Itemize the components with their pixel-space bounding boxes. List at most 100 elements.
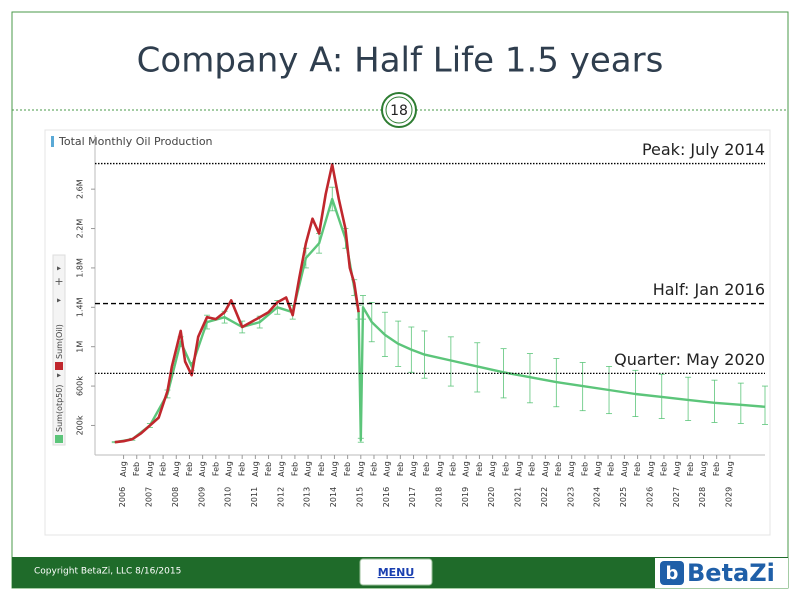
x-tick-label: Aug (409, 461, 418, 477)
legend-item: Sum(otp50) (55, 385, 64, 443)
x-tick-label: Aug (356, 461, 365, 477)
x-tick-label: Aug (172, 461, 181, 477)
y-tick-label: 200k (76, 415, 85, 435)
y-tick-label: 600k (76, 376, 85, 396)
x-year-label: 2010 (224, 487, 233, 507)
x-tick-label: Aug (462, 461, 471, 477)
x-tick-label: Aug (198, 461, 207, 477)
x-year-label: 2021 (514, 487, 523, 507)
legend-arrow[interactable]: ▸ (57, 296, 61, 305)
annotation-label: Peak: July 2014 (642, 140, 765, 159)
chart-title: Total Monthly Oil Production (58, 135, 213, 148)
x-tick-label: Aug (225, 461, 234, 477)
y-tick-label: 1.4M (76, 297, 85, 317)
x-tick-label: Feb (211, 462, 220, 476)
annotation-label: Quarter: May 2020 (614, 350, 765, 369)
x-tick-label: Feb (607, 462, 616, 476)
x-year-label: 2007 (145, 487, 154, 507)
legend-arrow[interactable]: ▸ (57, 371, 61, 380)
x-year-label: 2017 (408, 487, 417, 507)
x-tick-label: Feb (686, 462, 695, 476)
logo: BetaZi (687, 559, 775, 587)
x-tick-label: Feb (238, 462, 247, 476)
y-tick-label: 2.2M (76, 219, 85, 239)
x-tick-label: Feb (449, 462, 458, 476)
x-tick-label: Feb (317, 462, 326, 476)
x-tick-label: Aug (646, 461, 655, 477)
x-year-label: 2023 (566, 487, 575, 507)
x-tick-label: Feb (528, 462, 537, 476)
x-tick-label: Feb (290, 462, 299, 476)
x-tick-label: Aug (304, 461, 313, 477)
x-year-label: 2019 (461, 487, 470, 507)
legend-add[interactable]: + (54, 275, 63, 288)
series-line (114, 163, 360, 444)
x-tick-label: Aug (725, 461, 734, 477)
x-year-label: 2024 (593, 487, 602, 507)
x-tick-label: Aug (251, 461, 260, 477)
x-tick-label: Aug (673, 461, 682, 477)
x-tick-label: Feb (554, 462, 563, 476)
x-tick-label: Feb (475, 462, 484, 476)
x-year-label: 2008 (171, 487, 180, 507)
x-tick-label: Feb (659, 462, 668, 476)
x-tick-label: Feb (159, 462, 168, 476)
page-number-ring (385, 96, 413, 124)
legend-item: Sum(Oil) (55, 324, 64, 370)
legend-strip-bg (52, 254, 66, 446)
x-tick-label: Aug (620, 461, 629, 477)
x-year-label: 2014 (329, 487, 338, 507)
y-tick-label: 1M (76, 341, 85, 353)
legend-swatch (55, 362, 63, 370)
x-tick-label: Feb (343, 462, 352, 476)
x-tick-label: Feb (185, 462, 194, 476)
y-tick-label: 2.6M (76, 179, 85, 199)
x-year-label: 2020 (487, 487, 496, 507)
chart-title-marker (51, 136, 54, 147)
x-tick-label: Aug (541, 461, 550, 477)
menu-button[interactable]: MENU (378, 566, 415, 579)
logo-icon (660, 561, 684, 585)
x-year-label: 2012 (276, 487, 285, 507)
x-year-label: 2006 (118, 487, 127, 507)
x-tick-label: Aug (119, 461, 128, 477)
x-year-label: 2022 (540, 487, 549, 507)
x-tick-label: Aug (488, 461, 497, 477)
x-tick-label: Feb (132, 462, 141, 476)
x-year-label: 2025 (619, 487, 628, 507)
x-tick-label: Aug (330, 461, 339, 477)
x-tick-label: Aug (277, 461, 286, 477)
y-tick-label: 1.8M (76, 258, 85, 278)
series-line (114, 197, 766, 444)
legend-label: Sum(otp50) (55, 385, 64, 432)
slide-title: Company A: Half Life 1.5 years (137, 41, 664, 81)
x-year-label: 2028 (698, 487, 707, 507)
menu-button-box[interactable] (359, 558, 433, 586)
annotation-label: Half: Jan 2016 (653, 280, 765, 299)
x-tick-label: Feb (264, 462, 273, 476)
x-tick-label: Aug (594, 461, 603, 477)
x-year-label: 2009 (197, 487, 206, 507)
page-number-badge (381, 92, 417, 128)
chart-panel (44, 129, 771, 536)
x-tick-label: Aug (145, 461, 154, 477)
x-tick-label: Feb (712, 462, 721, 476)
x-year-label: 2016 (382, 487, 391, 507)
x-year-label: 2013 (303, 487, 312, 507)
x-tick-label: Aug (383, 461, 392, 477)
copyright: Copyright BetaZi, LLC 8/16/2015 (34, 567, 181, 577)
legend-swatch (55, 435, 63, 443)
x-tick-label: Aug (567, 461, 576, 477)
x-year-label: 2029 (724, 487, 733, 507)
x-tick-label: Feb (501, 462, 510, 476)
legend-label: Sum(Oil) (55, 324, 64, 359)
x-tick-label: Feb (369, 462, 378, 476)
x-tick-label: Aug (435, 461, 444, 477)
x-tick-label: Aug (514, 461, 523, 477)
legend-arrow[interactable]: ▸ (57, 264, 61, 273)
x-year-label: 2018 (435, 487, 444, 507)
x-tick-label: Feb (422, 462, 431, 476)
logo-icon-letter: b (666, 563, 679, 584)
x-year-label: 2026 (645, 487, 654, 507)
